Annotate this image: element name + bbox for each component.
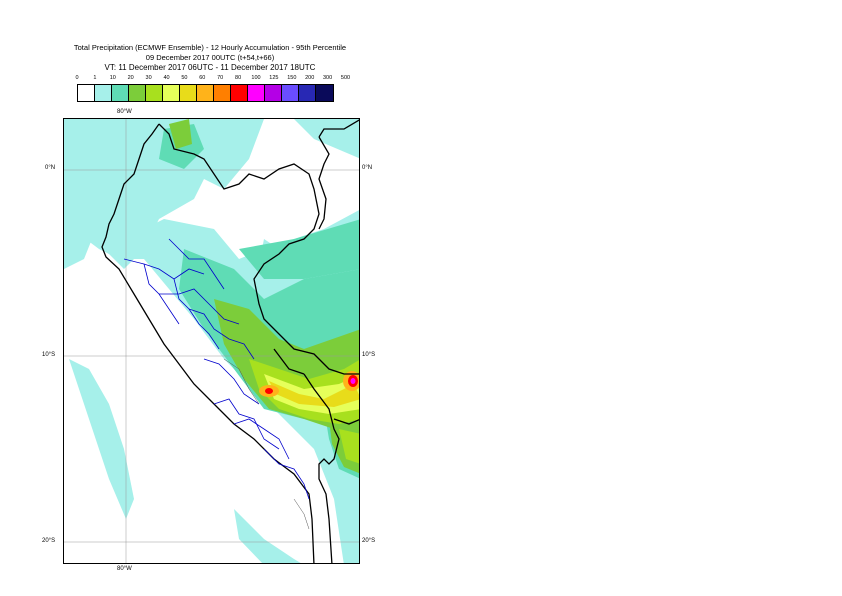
legend-level-label: 50 xyxy=(181,75,188,81)
border-inner xyxy=(273,348,359,425)
legend-level-label: 300 xyxy=(323,75,333,81)
legend-color-bar xyxy=(77,84,334,102)
legend-level-label: 60 xyxy=(199,75,206,81)
legend-swatch xyxy=(112,85,129,101)
legend-swatch xyxy=(180,85,197,101)
legend-level-label: 40 xyxy=(163,75,170,81)
precip-area-light xyxy=(64,119,359,269)
legend-swatch xyxy=(214,85,231,101)
region-border xyxy=(213,398,280,450)
region-border xyxy=(188,308,255,360)
precip-area-light xyxy=(69,359,134,519)
region-border xyxy=(123,258,205,280)
legend-level-label: 150 xyxy=(287,75,297,81)
legend-level-label: 125 xyxy=(269,75,279,81)
lon-label-top: 80°W xyxy=(117,109,132,115)
legend-swatch xyxy=(299,85,316,101)
legend-level-label: 1 xyxy=(93,75,97,81)
legend-level-label: 30 xyxy=(145,75,152,81)
precip-spot-magenta xyxy=(350,378,356,384)
map-svg xyxy=(64,119,359,563)
title-line-3: VT: 11 December 2017 06UTC - 11 December… xyxy=(104,63,316,72)
region-border xyxy=(159,288,240,325)
legend-level-label: 0 xyxy=(75,75,79,81)
legend-level-label: 10 xyxy=(109,75,116,81)
region-border xyxy=(263,448,310,500)
lon-label-bottom: 80°W xyxy=(117,566,132,572)
precip-area-light xyxy=(64,229,94,269)
legend-swatch xyxy=(248,85,265,101)
legend-swatch xyxy=(197,85,214,101)
border-colombia xyxy=(318,119,359,138)
legend-level-label: 100 xyxy=(251,75,261,81)
legend-swatch xyxy=(265,85,282,101)
legend-swatch xyxy=(231,85,248,101)
legend-level-label: 80 xyxy=(235,75,242,81)
legend-level-label: 500 xyxy=(340,75,351,81)
precip-area-very-heavy xyxy=(339,429,359,464)
precip-intense-layer xyxy=(259,371,359,397)
lat-label-left-20s: 20°S xyxy=(42,538,56,544)
sub-borders xyxy=(223,358,310,530)
lat-label-left-10s: 10°S xyxy=(42,352,56,358)
region-borders xyxy=(123,238,310,500)
legend-swatch xyxy=(95,85,112,101)
legend-swatch xyxy=(316,85,333,101)
legend-swatch xyxy=(129,85,146,101)
legend-levels: 0 1 10 20 30 40 50 60 70 80 100 125 150 200 300 500 xyxy=(70,75,370,85)
border-bolivia xyxy=(303,373,340,563)
title-line-2: 09 December 2017 00UTC (t+54,t+66) xyxy=(145,53,275,62)
border-north xyxy=(158,123,359,375)
region-border xyxy=(173,278,220,350)
title-line-1: Total Precipitation (ECMWF Ensemble) - 1… xyxy=(73,43,347,52)
precip-spot-red xyxy=(265,388,273,394)
legend-swatch xyxy=(78,85,95,101)
lat-label-right-20s: 20°S xyxy=(362,538,376,544)
legend-swatch xyxy=(146,85,163,101)
precip-area-gold xyxy=(269,381,359,407)
region-border xyxy=(203,358,260,405)
legend-level-label: 200 xyxy=(305,75,315,81)
precip-yellow-layer xyxy=(264,374,359,414)
lat-label-right-10s: 10°S xyxy=(362,352,376,358)
lat-label-left-0: 0°N xyxy=(45,165,56,171)
lat-label-right-0: 0°N xyxy=(362,165,373,171)
precip-area-moderate xyxy=(239,219,359,279)
precip-area-light xyxy=(234,509,301,563)
precip-area-heavy xyxy=(169,119,192,149)
legend-swatch xyxy=(163,85,180,101)
graticule xyxy=(64,119,359,563)
legend-level-label: 70 xyxy=(217,75,224,81)
legend-level-label: 20 xyxy=(127,75,134,81)
precipitation-map xyxy=(63,118,360,564)
border-east xyxy=(318,136,330,230)
legend-swatch xyxy=(282,85,299,101)
region-border xyxy=(233,418,290,460)
region-border xyxy=(168,238,225,290)
